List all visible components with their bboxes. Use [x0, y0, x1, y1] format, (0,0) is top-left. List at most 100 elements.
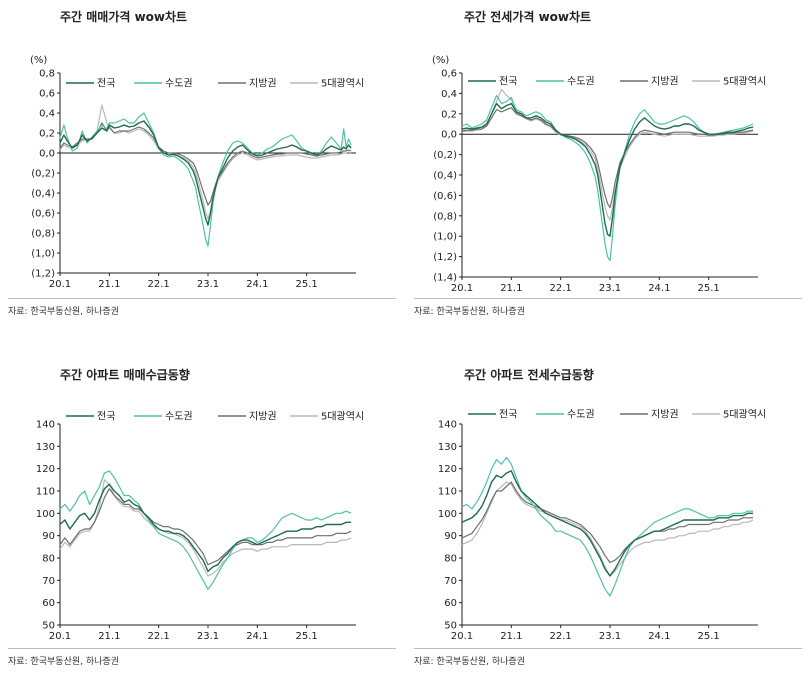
legend-label-national: 전국 [499, 409, 517, 421]
series-line-national [59, 120, 352, 226]
y-tick-label: 100 [438, 509, 457, 520]
y-tick-label: 130 [438, 442, 457, 453]
x-tick-label: 25.1 [296, 631, 318, 642]
series-line-regional [461, 107, 754, 209]
x-tick-label: 20.1 [49, 631, 71, 642]
legend-label-national: 전국 [499, 76, 517, 88]
x-tick-label: 24.1 [246, 631, 268, 642]
y-tick-label: 0,4 [441, 89, 457, 100]
panel-sale-supply-demand: 주간 아파트 매매수급동향 140 130 120 110 100 90 80 70 60 50 2… [0, 336, 406, 672]
panel-sale-price-wow: 주간 매매가격 wow차트 (%) 0,8 0,6 0,4 0,2 0,0 (0,2) (0,… [0, 0, 406, 336]
y-tick-label: 0,8 [39, 69, 55, 80]
legend-label-metro5: 5대광역시 [321, 78, 364, 90]
chart-sale-price-wow: (%) 0,8 0,6 0,4 0,2 0,0 (0,2) (0,4) (0,6) (0,8) (1… [30, 55, 364, 290]
divider [414, 298, 802, 299]
y-tick-label: (0,8) [433, 211, 457, 222]
legend-label-capital: 수도권 [567, 409, 595, 421]
y-tick-label: (0,2) [31, 169, 55, 180]
y-tick-label: 80 [42, 554, 55, 565]
legend-label-metro5: 5대광역시 [321, 411, 364, 423]
x-tick-label: 25.1 [296, 279, 318, 290]
x-tick-label: 25.1 [698, 631, 720, 642]
series-line-regional [59, 488, 352, 566]
y-tick-label: (0,6) [433, 191, 457, 202]
y-tick-label: (0,6) [31, 209, 55, 220]
y-tick-label: (0,8) [31, 229, 55, 240]
y-tick-label: 120 [36, 464, 55, 475]
y-tick-label: (1,0) [433, 232, 457, 243]
y-tick-label: 90 [444, 531, 457, 542]
y-tick-label: 70 [444, 576, 457, 587]
series-line-regional [59, 122, 352, 206]
y-tick-label: 0,0 [39, 149, 55, 160]
series-line-national [461, 470, 754, 577]
y-tick-label: (1,0) [31, 249, 55, 260]
legend-label-regional: 지방권 [249, 78, 277, 90]
divider [8, 648, 396, 649]
y-tick-label: 110 [438, 487, 457, 498]
x-tick-label: 23.1 [599, 631, 621, 642]
y-tick-label: 60 [444, 598, 457, 609]
y-tick-label: 100 [36, 509, 55, 520]
chart-jeonse-price-wow: (%) 0,6 0,4 0,2 0,0 (0,2) (0,4) (0,6) (0,8) (1,0)… [432, 55, 766, 294]
x-tick-label: 21.1 [500, 283, 522, 294]
series-line-capital [59, 470, 352, 590]
x-tick-label: 23.1 [197, 279, 219, 290]
x-tick-label: 21.1 [98, 279, 120, 290]
source-note: 자료: 한국부동산원, 하나증권 [414, 307, 525, 317]
series-line-capital [59, 112, 352, 247]
y-tick-label: 0,4 [39, 109, 55, 120]
y-tick-label: 0,6 [39, 89, 55, 100]
y-tick-label: (1,4) [433, 273, 457, 284]
x-tick-label: 23.1 [197, 631, 219, 642]
series-line-regional [461, 481, 754, 564]
legend-label-regional: 지방권 [651, 76, 679, 88]
legend-label-capital: 수도권 [567, 76, 595, 88]
y-tick-label: 140 [36, 420, 55, 431]
series-line-metro5 [461, 88, 754, 221]
chart-title: 주간 매매가격 wow차트 [60, 10, 188, 24]
y-tick-label: 90 [42, 531, 55, 542]
y-tick-label: 0,6 [441, 69, 457, 80]
legend-label-national: 전국 [97, 78, 115, 90]
panel-jeonse-supply-demand: 주간 아파트 전세수급동향 140 130 120 110 100 90 80 70 60 50 2… [406, 336, 812, 672]
x-tick-label: 24.1 [246, 279, 268, 290]
x-tick-label: 25.1 [698, 283, 720, 294]
x-tick-label: 21.1 [98, 631, 120, 642]
y-tick-label: (0,2) [433, 150, 457, 161]
series-line-metro5 [461, 481, 754, 577]
y-tick-label: 50 [444, 621, 457, 632]
x-tick-label: 21.1 [500, 631, 522, 642]
y-tick-label: (1,2) [31, 269, 55, 280]
y-tick-label: (0,4) [433, 171, 457, 182]
series-line-capital [461, 94, 754, 262]
y-tick-label: 120 [438, 464, 457, 475]
x-tick-label: 22.1 [148, 279, 170, 290]
x-tick-label: 20.1 [451, 283, 473, 294]
legend-label-metro5: 5대광역시 [723, 76, 766, 88]
legend-label-capital: 수도권 [165, 411, 193, 423]
legend-label-regional: 지방권 [249, 411, 277, 423]
legend-label-capital: 수도권 [165, 78, 193, 90]
legend-label-national: 전국 [97, 411, 115, 423]
y-tick-label: 80 [444, 554, 457, 565]
x-tick-label: 24.1 [648, 283, 670, 294]
series-line-metro5 [59, 479, 352, 577]
chart-title: 주간 아파트 매매수급동향 [60, 368, 190, 382]
y-tick-label: 70 [42, 576, 55, 587]
x-tick-label: 24.1 [648, 631, 670, 642]
divider [8, 298, 396, 299]
source-note: 자료: 한국부동산원, 하나증권 [8, 307, 119, 317]
y-tick-label: 50 [42, 621, 55, 632]
series-line-metro5 [59, 104, 352, 220]
series-line-national [461, 102, 754, 237]
x-tick-label: 22.1 [148, 631, 170, 642]
y-tick-label: 110 [36, 487, 55, 498]
chart-title: 주간 아파트 전세수급동향 [464, 368, 594, 382]
y-tick-label: (0,4) [31, 189, 55, 200]
y-tick-label: 130 [36, 442, 55, 453]
y-tick-label: 140 [438, 420, 457, 431]
panel-jeonse-price-wow: 주간 전세가격 wow차트 (%) 0,6 0,4 0,2 0,0 (0,2) (0,4)(… [406, 0, 812, 336]
